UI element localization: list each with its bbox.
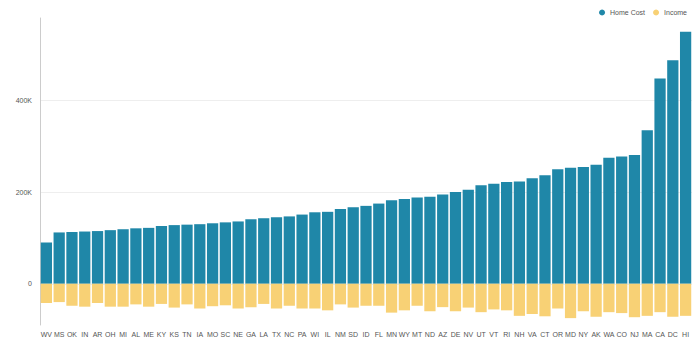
svg-text:Home Cost: Home Cost: [610, 9, 645, 16]
svg-text:AL: AL: [132, 331, 141, 338]
svg-text:MD: MD: [565, 331, 576, 338]
svg-text:WA: WA: [603, 331, 614, 338]
svg-text:200K: 200K: [16, 189, 33, 196]
svg-text:NC: NC: [284, 331, 294, 338]
svg-text:NJ: NJ: [630, 331, 639, 338]
svg-text:AR: AR: [93, 331, 103, 338]
svg-text:CA: CA: [655, 331, 665, 338]
svg-text:RI: RI: [503, 331, 510, 338]
svg-text:NE: NE: [233, 331, 243, 338]
svg-text:WY: WY: [399, 331, 411, 338]
svg-text:TX: TX: [272, 331, 281, 338]
svg-text:IA: IA: [196, 331, 203, 338]
svg-text:VA: VA: [528, 331, 537, 338]
svg-text:0: 0: [28, 280, 32, 287]
svg-text:SC: SC: [221, 331, 231, 338]
svg-text:VT: VT: [489, 331, 499, 338]
svg-text:OR: OR: [553, 331, 564, 338]
svg-text:FL: FL: [375, 331, 383, 338]
svg-text:NY: NY: [578, 331, 588, 338]
svg-text:400K: 400K: [16, 97, 33, 104]
svg-text:CT: CT: [540, 331, 550, 338]
svg-text:OK: OK: [67, 331, 77, 338]
svg-text:MO: MO: [207, 331, 219, 338]
svg-text:NV: NV: [463, 331, 473, 338]
svg-text:ME: ME: [143, 331, 154, 338]
svg-text:KS: KS: [170, 331, 180, 338]
svg-text:HI: HI: [682, 331, 689, 338]
svg-text:NM: NM: [335, 331, 346, 338]
svg-text:UT: UT: [476, 331, 486, 338]
svg-text:Income: Income: [664, 9, 687, 16]
svg-text:TN: TN: [182, 331, 191, 338]
svg-text:ID: ID: [363, 331, 370, 338]
svg-text:PA: PA: [298, 331, 307, 338]
svg-text:KY: KY: [157, 331, 167, 338]
svg-text:MN: MN: [386, 331, 397, 338]
svg-text:MI: MI: [119, 331, 127, 338]
svg-text:MS: MS: [54, 331, 65, 338]
svg-text:ND: ND: [425, 331, 435, 338]
svg-text:SD: SD: [348, 331, 358, 338]
svg-text:LA: LA: [259, 331, 268, 338]
svg-text:CO: CO: [616, 331, 627, 338]
svg-text:IN: IN: [81, 331, 88, 338]
svg-text:NH: NH: [514, 331, 524, 338]
svg-text:MT: MT: [412, 331, 423, 338]
svg-text:DE: DE: [451, 331, 461, 338]
svg-text:GA: GA: [246, 331, 256, 338]
svg-text:DC: DC: [668, 331, 678, 338]
svg-text:MA: MA: [642, 331, 653, 338]
svg-text:WI: WI: [311, 331, 320, 338]
svg-text:WV: WV: [41, 331, 53, 338]
svg-text:OH: OH: [105, 331, 116, 338]
svg-text:AK: AK: [591, 331, 601, 338]
svg-text:IL: IL: [325, 331, 331, 338]
svg-text:AZ: AZ: [438, 331, 448, 338]
